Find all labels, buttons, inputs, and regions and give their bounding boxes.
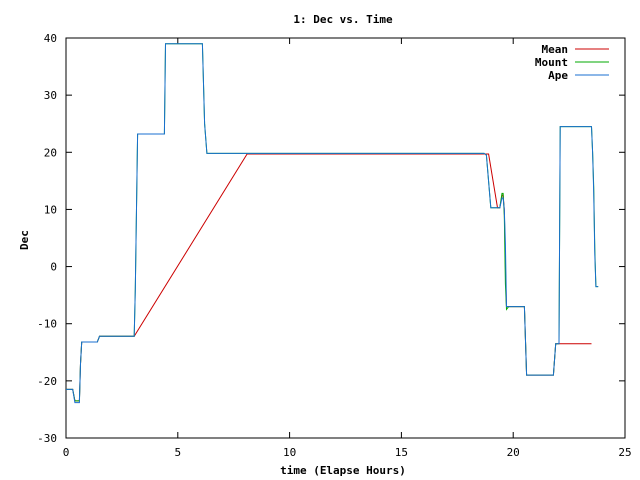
y-tick-label: -30 [37, 432, 57, 445]
x-tick-label: 20 [507, 446, 520, 459]
legend-label-ape: Ape [548, 69, 568, 82]
y-tick-label: 20 [44, 146, 57, 159]
y-tick-label: 10 [44, 203, 57, 216]
y-tick-label: -20 [37, 375, 57, 388]
x-tick-label: 10 [283, 446, 296, 459]
plot-area [65, 37, 626, 439]
chart-title: 1: Dec vs. Time [293, 13, 393, 26]
x-tick-label: 5 [174, 446, 181, 459]
legend-label-mean: Mean [542, 43, 569, 56]
series-line-mount [66, 43, 599, 402]
y-axis-label: Dec [18, 230, 31, 250]
x-tick-label: 15 [395, 446, 408, 459]
y-tick-label: 30 [44, 89, 57, 102]
legend-label-mount: Mount [535, 56, 568, 69]
y-tick-label: -10 [37, 318, 57, 331]
y-tick-label: 0 [50, 261, 57, 274]
x-tick-label: 25 [618, 446, 631, 459]
series-line-ape [66, 43, 599, 404]
y-tick-label: 40 [44, 32, 57, 45]
x-tick-label: 0 [63, 446, 70, 459]
series-line-mean [66, 153, 592, 402]
x-axis-label: time (Elapse Hours) [280, 464, 406, 477]
